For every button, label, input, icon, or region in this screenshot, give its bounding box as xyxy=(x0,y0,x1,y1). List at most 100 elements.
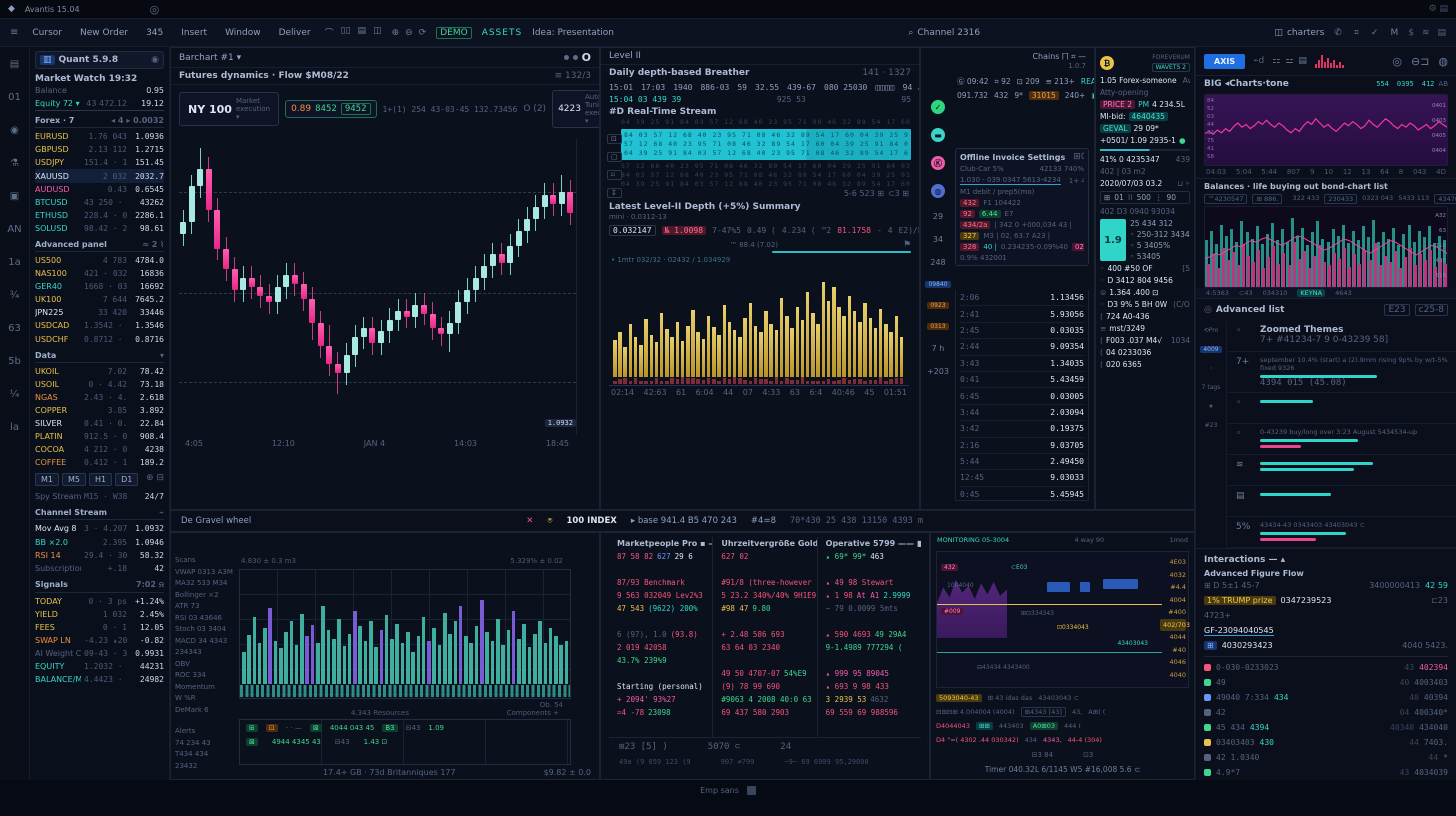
trades-chip[interactable]: ▣ xyxy=(1091,91,1094,100)
watchlist-row[interactable]: GBPUSD 2.13 112 1.2715 xyxy=(35,143,164,156)
c2-toolbar-chip[interactable]: 230433 xyxy=(1324,194,1358,204)
watchlist-row[interactable]: BB ×2.0 2.395 1.0946 xyxy=(35,536,164,549)
chart-type-icon[interactable]: ▯▯ xyxy=(340,26,351,36)
watchlist-row[interactable]: YIELD 1 032 2.45% xyxy=(35,608,164,621)
depth-stat[interactable]: 32.55 xyxy=(755,83,780,92)
zoom-icon[interactable]: ⟳ xyxy=(418,27,427,38)
tick-row[interactable]: 2:45 0.03035 xyxy=(960,323,1084,340)
tick-row[interactable]: 5:44 2.49450 xyxy=(960,454,1084,471)
stream-heat-block[interactable]: 84 03 57 12 68 40 23 95 71 08 46 32 89 5… xyxy=(621,129,911,160)
rc-icon[interactable]: ⚏ xyxy=(1272,56,1281,66)
summary-toolbar-item[interactable]: 4.234 ( xyxy=(781,226,816,235)
watchlist-row[interactable]: Subscriptions / Expert +.18 42 xyxy=(35,562,164,575)
balance-bars-chart[interactable]: A32 63 116 43E 516 xyxy=(1204,206,1448,288)
indicator-label[interactable]: Scans xyxy=(175,556,196,564)
rail-icon[interactable]: 5b xyxy=(8,356,21,367)
idea-label[interactable]: Idea: Presentation xyxy=(532,27,615,38)
maximize-button[interactable] xyxy=(572,55,578,60)
menu-item[interactable]: 345 xyxy=(146,27,164,38)
menu-item[interactable]: Cursor xyxy=(32,27,62,38)
indicator-label[interactable]: W %R xyxy=(175,694,196,702)
titlebar-settings-icon[interactable]: ⚙ ▤ xyxy=(1428,4,1448,14)
indicator-label[interactable]: DeMark 6 xyxy=(175,705,209,714)
tick-row[interactable]: 2:16 9.03705 xyxy=(960,438,1084,454)
account-card[interactable]: ▥ Quant 5.9.8 ◉ xyxy=(35,51,164,69)
interactions-table-row[interactable]: 45 434 4394 40340 434040 xyxy=(1204,720,1448,735)
book-list-row[interactable]: ⊜ 1.364 .400 ⊡ xyxy=(1100,288,1159,297)
book-tab[interactable]: 01 xyxy=(1114,193,1124,202)
rail-badge[interactable]: 0313 xyxy=(927,323,949,330)
interactions-table-row[interactable]: 03403403 430 44 7403. xyxy=(1204,735,1448,750)
watchlist-row[interactable]: COPPER 3.85 3.892 xyxy=(35,404,164,417)
list-rail-item[interactable]: #23 xyxy=(1204,422,1218,429)
trades-chip[interactable]: 9* xyxy=(1014,91,1023,100)
watchlist-row[interactable]: UK100 7 644 7645.2 xyxy=(35,293,164,306)
watchlist-row[interactable]: EURUSD 1.76 043 1.0936 xyxy=(35,130,164,143)
watchlist-row[interactable]: XAUUSD 2 032 2032.7 xyxy=(35,169,164,183)
toolbar-icon[interactable]: ⌗ xyxy=(1353,27,1359,38)
book-list-row[interactable]: (F003 .037 M4√ 1034 xyxy=(1100,336,1190,345)
timeframe-button[interactable]: D1 xyxy=(115,473,139,487)
book-list-row[interactable]: ≡ mst/3249 xyxy=(1100,324,1146,333)
watchlist-row[interactable]: GER40 1668 · 032.0 16692 xyxy=(35,280,164,293)
indicator-label[interactable]: T434 434 xyxy=(175,750,209,758)
zoom-icon[interactable]: ⊖ xyxy=(405,27,413,38)
watchlist-row[interactable]: UKOIL 7.02 78.42 xyxy=(35,365,164,378)
indicator-label[interactable]: Momentum xyxy=(175,682,215,691)
symbol-chip[interactable]: NY 100 Market execution ▾ xyxy=(179,92,280,126)
indicator-label[interactable]: Bollinger ×2 xyxy=(175,590,219,599)
watchlist-row[interactable]: COCOA 4 212 · 0.78 4238 xyxy=(35,443,164,456)
rc-icon[interactable]: ▤ xyxy=(1298,56,1307,66)
list-rail-item[interactable]: 4009 xyxy=(1200,346,1222,353)
c2-toolbar-item[interactable]: ™4230547 xyxy=(1204,194,1248,204)
advanced-list-row[interactable]: 7+ september 10.4% (start) a (2).9mm risi… xyxy=(1226,352,1456,393)
depth-stat[interactable]: ◫◫◫◫ xyxy=(875,83,895,92)
index-label[interactable]: 100 INDEX xyxy=(566,516,617,526)
rail-badge[interactable]: 0923 xyxy=(927,302,949,309)
watchlist-row[interactable]: SOLUSD 98.42 · 2.3 98.61 xyxy=(35,222,164,235)
summary-toolbar-item[interactable]: E2)/P1 xyxy=(898,226,919,235)
watchlist-row[interactable]: BTCUSD 43 250 · 1 034 43262 xyxy=(35,196,164,209)
trades-chip[interactable]: ⌗ 92 xyxy=(994,76,1011,86)
toolbar-icon[interactable]: ✓ xyxy=(1370,27,1379,38)
book-list-row[interactable]: (020 6365 xyxy=(1100,360,1142,369)
trades-chip[interactable]: 240+ xyxy=(1064,91,1086,100)
candlestick-chart[interactable]: 1.0932 xyxy=(179,139,577,435)
advanced-list-row[interactable]: ▤ xyxy=(1226,486,1456,517)
advanced-list-row[interactable]: ◦ 0-43239 buy/long over 3:23 August 54345… xyxy=(1226,424,1456,455)
chart-type-icon[interactable]: ▤ xyxy=(357,26,367,36)
book-tab[interactable]: ⋮ xyxy=(1154,193,1163,202)
watchlist-row[interactable]: JPN225 33 420 33446 xyxy=(35,306,164,319)
summary-toolbar-item[interactable]: 0.49 ( xyxy=(746,226,776,235)
watchlist-row[interactable]: EQUITY 1.2032 · 4.3023 44231 xyxy=(35,660,164,673)
book-highlight-block[interactable]: 1.9 xyxy=(1100,219,1126,261)
watchlist-row[interactable]: ETHUSD 228.4 · 0.57 2286.1 xyxy=(35,209,164,222)
search-chip[interactable]: ⌕ Channel 2316 xyxy=(908,27,981,38)
menu-item[interactable]: Window xyxy=(225,27,261,38)
trades-chip[interactable]: 091.732 xyxy=(957,91,989,100)
toolbar-icon[interactable]: M xyxy=(1390,27,1399,38)
toolbar-icon[interactable]: ✆ xyxy=(1334,27,1342,38)
c2-toolbar-chip[interactable]: 0323 043 xyxy=(1362,194,1394,202)
depth-stat[interactable]: 94 ⌄ xyxy=(902,83,919,92)
stream-footer-left[interactable]: 5-6 523 ⊞ xyxy=(843,189,884,198)
rail-icon[interactable]: la xyxy=(10,422,19,433)
trades-chip[interactable]: REALTIME+ xyxy=(1080,77,1094,86)
mini-icons[interactable]: ⊕ ⊟ xyxy=(146,473,164,484)
tick-row[interactable]: 3:43 1.34035 xyxy=(960,356,1084,372)
advanced-list-row[interactable]: 5% 43434-43 0343403 43403043 ⊂ xyxy=(1226,517,1456,548)
summary-toolbar-item[interactable]: ™2 xyxy=(821,226,832,235)
summary-toolbar-item[interactable]: - xyxy=(876,226,882,235)
tick-row[interactable]: 3:42 0.19375 xyxy=(960,421,1084,438)
status-square-icon[interactable] xyxy=(746,786,756,795)
c2-toolbar-item[interactable]: ⊞ 886. xyxy=(1252,194,1283,204)
rail-icon[interactable]: 63 xyxy=(8,323,21,334)
minimize-button[interactable] xyxy=(563,55,569,60)
list-rail-item[interactable]: ⟲Pro xyxy=(1203,327,1219,334)
hamburger-icon[interactable]: ≡ xyxy=(10,27,19,38)
watchlist-row[interactable]: Mov Avg 8 3 · 4.2076 1.0932 xyxy=(35,522,164,535)
book-list-row[interactable]: (724 A0-436 xyxy=(1100,312,1150,321)
demo-badge[interactable]: DEMO xyxy=(436,26,472,39)
